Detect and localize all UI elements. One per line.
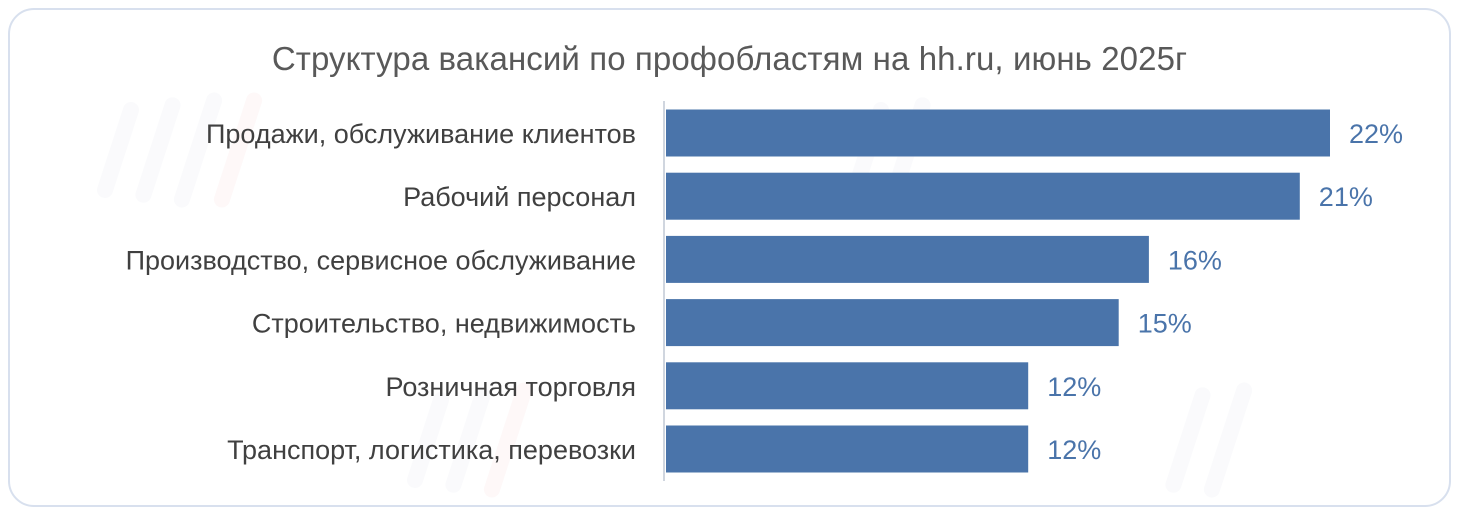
bar xyxy=(666,235,1149,283)
value-label: 16% xyxy=(1168,245,1222,275)
category-label: Транспорт, логистика, перевозки xyxy=(227,435,636,465)
value-label: 12% xyxy=(1047,435,1101,465)
category-label: Рабочий персонал xyxy=(403,182,636,212)
bar xyxy=(666,172,1300,220)
value-label: 21% xyxy=(1319,182,1373,212)
bar xyxy=(666,425,1029,473)
category-label: Производство, сервисное обслуживание xyxy=(126,245,636,275)
bar xyxy=(666,362,1029,410)
chart-title: Структура вакансий по профобластям на hh… xyxy=(271,40,1188,77)
category-label: Продажи, обслуживание клиентов xyxy=(206,119,636,149)
value-label: 22% xyxy=(1349,119,1403,149)
value-label: 12% xyxy=(1047,372,1101,402)
bar xyxy=(666,299,1119,347)
value-label: 15% xyxy=(1138,309,1192,339)
bar xyxy=(666,109,1330,157)
category-label: Розничная торговля xyxy=(386,372,637,402)
category-label: Строительство, недвижимость xyxy=(252,309,636,339)
